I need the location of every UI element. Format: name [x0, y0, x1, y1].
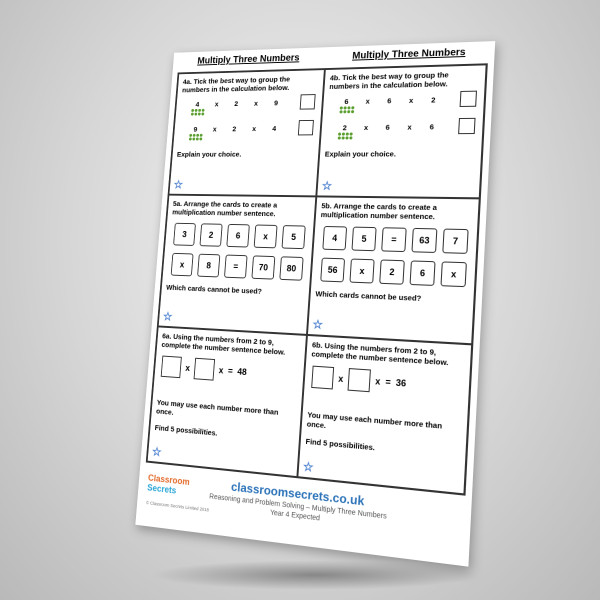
token: x — [251, 124, 257, 133]
prompt: 6b. Using the numbers from 2 to 9, compl… — [311, 340, 449, 368]
card: 7 — [442, 228, 469, 254]
card: = — [381, 226, 407, 252]
token: 6 — [387, 96, 392, 106]
result: 48 — [237, 366, 248, 377]
token: 9 — [193, 124, 198, 134]
note: Explain your choice. — [176, 149, 242, 159]
card: 80 — [279, 256, 304, 281]
operator: = — [385, 376, 392, 388]
card: 5 — [351, 226, 377, 251]
token: x — [408, 95, 414, 105]
panel-grid: 4a. Tick the best way to group the numbe… — [145, 63, 488, 496]
card: x — [170, 252, 194, 277]
prompt: 4b. Tick the best way to group the numbe… — [329, 70, 449, 92]
star-icon: ☆ — [312, 317, 324, 332]
tick-box — [299, 93, 316, 110]
token: 6 — [385, 122, 391, 132]
note: Which cards cannot be used? — [315, 288, 422, 303]
card: 56 — [320, 257, 346, 283]
panel: 5a. Arrange the cards to create a multip… — [157, 194, 317, 335]
expression: 6 x 6 x 2 — [336, 90, 479, 114]
token: 9 — [273, 98, 279, 107]
tick-box — [459, 90, 478, 107]
beads — [337, 131, 354, 140]
operator: x — [218, 365, 224, 376]
token: x — [407, 122, 412, 132]
token: 6 — [429, 122, 435, 132]
prompt: 6a. Using the numbers from 2 to 9, compl… — [161, 331, 286, 358]
note: You may use each number more than once. — [306, 409, 443, 431]
number-sentence: x x = 48 — [160, 355, 299, 386]
star-icon: ☆ — [162, 309, 173, 324]
card: 63 — [411, 227, 438, 253]
number-sentence: x x = 36 — [311, 365, 464, 399]
note: Explain your choice. — [324, 149, 397, 159]
answer-box — [193, 357, 216, 381]
card: 3 — [173, 222, 196, 246]
token: 6 — [344, 96, 349, 106]
token: x — [365, 96, 371, 106]
answer-box — [311, 365, 335, 390]
card: 5 — [281, 224, 306, 249]
expression: 9 x 2 x 4 — [186, 119, 316, 141]
tick-box — [297, 119, 314, 136]
note: Find 5 possibilities. — [154, 422, 218, 438]
card-row: 4 5 = 63 7 — [322, 225, 472, 254]
token: 2 — [431, 95, 436, 105]
note: Which cards cannot be used? — [165, 282, 263, 296]
expression: 2 x 6 x 6 — [334, 117, 477, 140]
operator: x — [338, 373, 344, 384]
prompt: 4a. Tick the best way to group the numbe… — [181, 74, 291, 95]
note: You may use each number more than once. — [155, 397, 279, 417]
card: 4 — [322, 225, 348, 251]
card: 2 — [379, 259, 405, 285]
result: 36 — [395, 377, 407, 389]
card: x — [253, 224, 278, 249]
card: = — [224, 254, 248, 279]
card: 8 — [197, 253, 221, 278]
worksheet: Multiply Three Numbers Multiply Three Nu… — [135, 41, 496, 567]
tick-box — [458, 117, 476, 134]
card: 70 — [251, 255, 276, 280]
card: 6 — [409, 260, 436, 286]
card-row: 56 x 2 6 x — [320, 257, 470, 287]
panel: 6a. Using the numbers from 2 to 9, compl… — [146, 326, 307, 478]
beads — [188, 133, 204, 141]
beads — [190, 108, 206, 116]
operator: x — [185, 362, 191, 373]
token: x — [253, 98, 259, 108]
panel: 5b. Arrange the cards to create a multip… — [306, 196, 480, 345]
card: 2 — [199, 223, 223, 247]
token: 2 — [342, 123, 348, 132]
answer-box — [347, 367, 371, 392]
prompt: 5a. Arrange the cards to create a multip… — [171, 199, 278, 219]
panel: 6b. Using the numbers from 2 to 9, compl… — [297, 334, 473, 495]
answer-box — [160, 355, 182, 378]
star-icon: ☆ — [151, 444, 163, 460]
panel: 4b. Tick the best way to group the numbe… — [316, 64, 487, 199]
star-icon: ☆ — [302, 459, 315, 475]
token: x — [214, 99, 219, 109]
operator: = — [227, 365, 234, 376]
token: 2 — [232, 124, 237, 133]
shadow — [150, 560, 480, 590]
prompt: 5b. Arrange the cards to create a multip… — [320, 201, 438, 222]
card: x — [440, 261, 467, 287]
star-icon: ☆ — [321, 178, 333, 193]
panel: 4a. Tick the best way to group the numbe… — [168, 69, 325, 197]
token: 2 — [234, 99, 239, 108]
card: 6 — [226, 223, 250, 248]
note: Find 5 possibilities. — [305, 436, 376, 453]
card: x — [349, 258, 375, 284]
token: x — [363, 122, 369, 132]
token: 4 — [272, 123, 277, 133]
star-icon: ☆ — [173, 177, 184, 192]
token: x — [212, 124, 217, 134]
card-row: x 8 = 70 80 — [170, 252, 307, 281]
operator: x — [374, 375, 381, 387]
beads — [339, 105, 355, 114]
